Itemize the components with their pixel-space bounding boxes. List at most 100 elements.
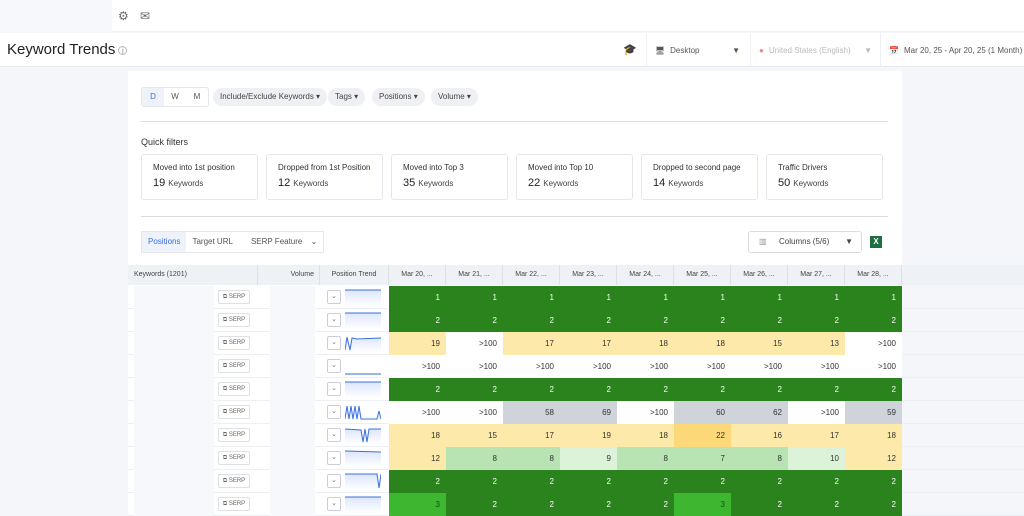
granularity-month[interactable]: M (193, 92, 201, 101)
position-cell[interactable]: 17 (788, 424, 845, 447)
locale-select[interactable]: ● United States (English) ▼ (750, 33, 880, 67)
position-cell[interactable]: 2 (731, 470, 788, 493)
position-cell[interactable]: >100 (788, 355, 845, 378)
position-cell[interactable]: 8 (731, 447, 788, 470)
serp-button[interactable]: ⧉ SERP (218, 474, 250, 488)
position-cell[interactable]: 3 (674, 493, 731, 516)
position-cell[interactable]: 3 (389, 493, 446, 516)
position-cell[interactable]: >100 (788, 401, 845, 424)
position-cell[interactable]: 8 (503, 447, 560, 470)
quick-filter-card[interactable]: Moved into Top 3 35 Keywords (391, 154, 508, 200)
position-cell[interactable]: >100 (731, 355, 788, 378)
position-cell[interactable]: >100 (446, 355, 503, 378)
position-cell[interactable]: 69 (560, 401, 617, 424)
header-volume[interactable]: Volume (258, 265, 320, 285)
header-keywords[interactable]: Keywords (1201) (134, 265, 258, 285)
position-cell[interactable]: 2 (845, 309, 902, 332)
mail-icon[interactable]: ✉ (140, 9, 151, 23)
position-cell[interactable]: 18 (674, 332, 731, 355)
header-date[interactable]: Mar 26, ... (731, 265, 788, 285)
position-cell[interactable]: 2 (389, 378, 446, 401)
position-cell[interactable]: 2 (560, 309, 617, 332)
position-cell[interactable]: 17 (503, 332, 560, 355)
include-exclude-filter[interactable]: Include/Exclude Keywords ▾ (213, 88, 328, 106)
header-date[interactable]: Mar 20, ... (389, 265, 446, 285)
positions-filter[interactable]: Positions ▾ (372, 88, 425, 106)
position-cell[interactable]: 2 (674, 470, 731, 493)
position-cell[interactable]: 2 (617, 493, 674, 516)
position-cell[interactable]: 1 (731, 286, 788, 309)
position-cell[interactable]: 17 (503, 424, 560, 447)
header-date[interactable]: Mar 27, ... (788, 265, 845, 285)
serp-button[interactable]: ⧉ SERP (218, 290, 250, 304)
position-cell[interactable]: >100 (845, 332, 902, 355)
position-cell[interactable]: 2 (503, 309, 560, 332)
volume-filter[interactable]: Volume ▾ (431, 88, 478, 106)
position-cell[interactable]: 2 (503, 493, 560, 516)
position-cell[interactable]: 8 (617, 447, 674, 470)
quick-filter-card[interactable]: Dropped from 1st Position 12 Keywords (266, 154, 383, 200)
position-cell[interactable]: 8 (446, 447, 503, 470)
position-cell[interactable]: 60 (674, 401, 731, 424)
position-cell[interactable]: 1 (617, 286, 674, 309)
header-date[interactable]: Mar 21, ... (446, 265, 503, 285)
position-cell[interactable]: 13 (788, 332, 845, 355)
position-cell[interactable]: >100 (560, 355, 617, 378)
position-cell[interactable]: 12 (389, 447, 446, 470)
graduation-cap-icon[interactable]: 🎓 (623, 44, 637, 56)
expand-chevron-icon[interactable]: ⌄ (327, 405, 341, 419)
serp-button[interactable]: ⧉ SERP (218, 451, 250, 465)
tab-serp-feature[interactable]: SERP Feature ⌄ (239, 232, 323, 252)
position-cell[interactable]: 16 (731, 424, 788, 447)
position-cell[interactable]: >100 (503, 355, 560, 378)
expand-chevron-icon[interactable]: ⌄ (327, 451, 341, 465)
expand-chevron-icon[interactable]: ⌄ (327, 497, 341, 511)
position-cell[interactable]: 18 (617, 332, 674, 355)
position-cell[interactable]: 2 (503, 378, 560, 401)
expand-chevron-icon[interactable]: ⌄ (327, 428, 341, 442)
position-cell[interactable]: 2 (845, 378, 902, 401)
position-cell[interactable]: >100 (389, 401, 446, 424)
position-cell[interactable]: 1 (845, 286, 902, 309)
position-cell[interactable]: 2 (389, 470, 446, 493)
position-cell[interactable]: 1 (788, 286, 845, 309)
expand-chevron-icon[interactable]: ⌄ (327, 313, 341, 327)
position-cell[interactable]: >100 (446, 332, 503, 355)
position-cell[interactable]: 2 (617, 378, 674, 401)
expand-chevron-icon[interactable]: ⌄ (327, 290, 341, 304)
position-cell[interactable]: 12 (845, 447, 902, 470)
expand-chevron-icon[interactable]: ⌄ (327, 359, 341, 373)
position-cell[interactable]: 18 (389, 424, 446, 447)
position-cell[interactable]: >100 (674, 355, 731, 378)
tags-filter[interactable]: Tags ▾ (328, 88, 366, 106)
excel-export-icon[interactable]: X (870, 236, 882, 248)
granularity-week[interactable]: W (171, 92, 179, 101)
serp-button[interactable]: ⧉ SERP (218, 405, 250, 419)
position-cell[interactable]: 19 (560, 424, 617, 447)
position-cell[interactable]: 2 (788, 493, 845, 516)
columns-select[interactable]: ▥ Columns (5/6) ▼ (748, 231, 862, 253)
position-cell[interactable]: >100 (446, 401, 503, 424)
serp-button[interactable]: ⧉ SERP (218, 428, 250, 442)
position-cell[interactable]: 22 (674, 424, 731, 447)
position-cell[interactable]: 1 (446, 286, 503, 309)
serp-button[interactable]: ⧉ SERP (218, 359, 250, 373)
position-cell[interactable]: 2 (446, 378, 503, 401)
position-cell[interactable]: 59 (845, 401, 902, 424)
position-cell[interactable]: 2 (788, 470, 845, 493)
header-date[interactable]: Mar 22, ... (503, 265, 560, 285)
position-cell[interactable]: 2 (674, 309, 731, 332)
serp-button[interactable]: ⧉ SERP (218, 497, 250, 511)
position-cell[interactable]: 2 (446, 470, 503, 493)
serp-button[interactable]: ⧉ SERP (218, 382, 250, 396)
position-cell[interactable]: 1 (503, 286, 560, 309)
position-cell[interactable]: 2 (731, 493, 788, 516)
position-cell[interactable]: 1 (560, 286, 617, 309)
header-date[interactable]: Mar 28, ... (845, 265, 902, 285)
position-cell[interactable]: 1 (674, 286, 731, 309)
position-cell[interactable]: 2 (674, 378, 731, 401)
expand-chevron-icon[interactable]: ⌄ (327, 382, 341, 396)
header-date[interactable]: Mar 25, ... (674, 265, 731, 285)
position-cell[interactable]: 2 (446, 309, 503, 332)
position-cell[interactable]: >100 (389, 355, 446, 378)
